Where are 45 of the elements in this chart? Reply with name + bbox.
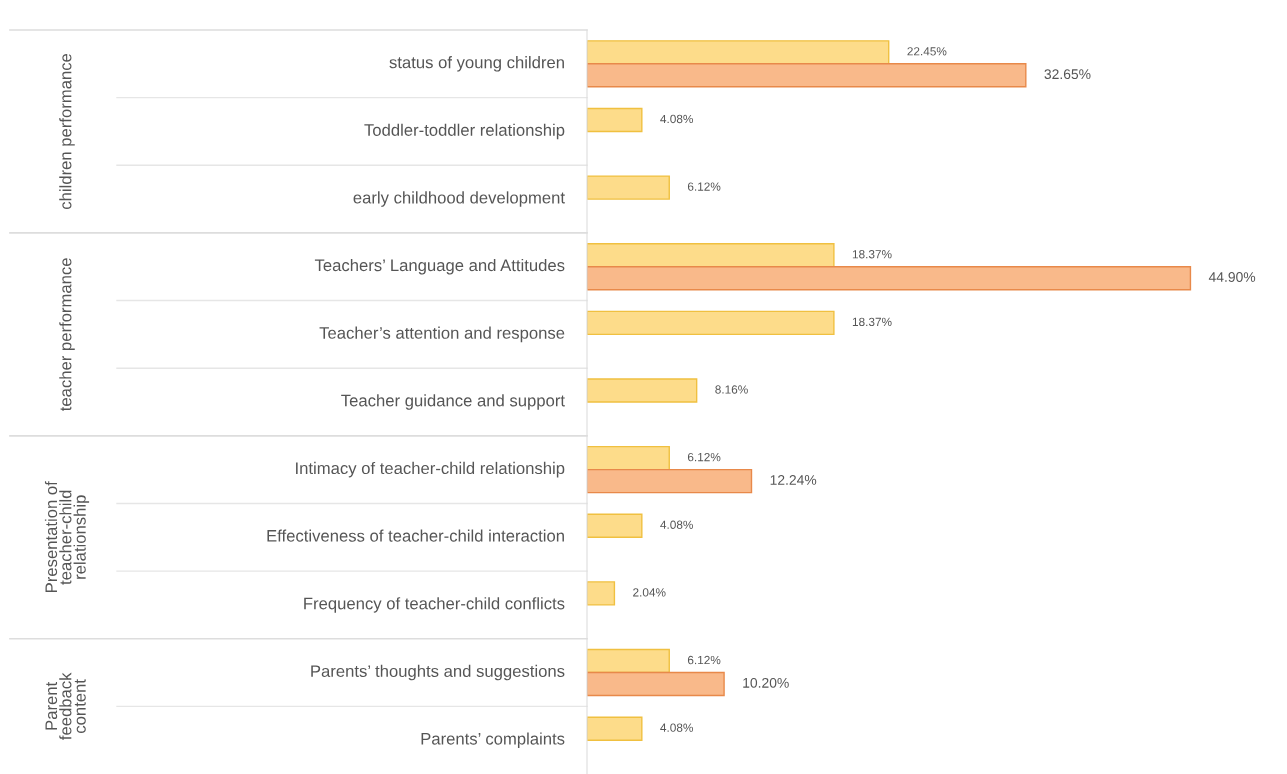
y-tick-label: Parents’ thoughts and suggestions [311, 664, 565, 681]
y-tick-label: Toddler-toddler relationship [364, 123, 565, 140]
bar [587, 445, 670, 471]
bar [587, 243, 835, 268]
data-label: 4.08% [660, 723, 693, 732]
data-label: 6.12% [687, 655, 721, 665]
data-label: 4.08% [660, 520, 693, 529]
bar [587, 40, 890, 65]
y-tick-label: Intimacy of teacher-child relationship [296, 461, 565, 478]
data-label: 18.37% [852, 250, 892, 259]
bar [587, 378, 698, 403]
data-label: 22.45% [907, 47, 947, 56]
text: Presentation of teacher-child relationship [44, 481, 90, 592]
y-tick-label: Teacher’s attention and response [319, 326, 565, 343]
bar [587, 648, 670, 674]
data-label: 4.08% [660, 114, 693, 124]
bar [587, 716, 643, 741]
bar [587, 513, 643, 538]
data-label: 8.16% [715, 385, 748, 394]
bar [587, 63, 1027, 88]
bar [587, 468, 753, 494]
bar [587, 175, 670, 200]
text: teacher performance [59, 258, 75, 411]
data-label: 12.24% [770, 475, 817, 485]
data-label: 44.90% [1208, 272, 1256, 282]
y-tick-label: Effectiveness of teacher-child interaction [267, 529, 564, 542]
bar [587, 107, 643, 133]
bar [587, 581, 616, 606]
data-label: 32.65% [1044, 69, 1091, 80]
data-label: 6.12% [687, 452, 721, 462]
bar [587, 310, 835, 336]
y-tick-label: Parents’ complaints [421, 732, 565, 748]
data-label: 6.12% [687, 182, 721, 191]
data-label: 2.04% [633, 588, 666, 597]
y-tick-label: Frequency of teacher-child conflicts [304, 597, 565, 613]
y-tick-label: Teacher guidance and support [341, 394, 565, 410]
y-tick-label: early childhood development [353, 191, 565, 207]
y-tick-label: Teachers’ Language and Attitudes [314, 258, 565, 275]
y-tick-label: status of young children [389, 56, 564, 72]
bar [587, 671, 725, 697]
text: children performance [59, 53, 75, 210]
text: Parent feedback content [45, 672, 86, 740]
bar [587, 266, 1192, 291]
data-label: 10.20% [743, 677, 789, 688]
data-label: 18.37% [852, 317, 892, 327]
